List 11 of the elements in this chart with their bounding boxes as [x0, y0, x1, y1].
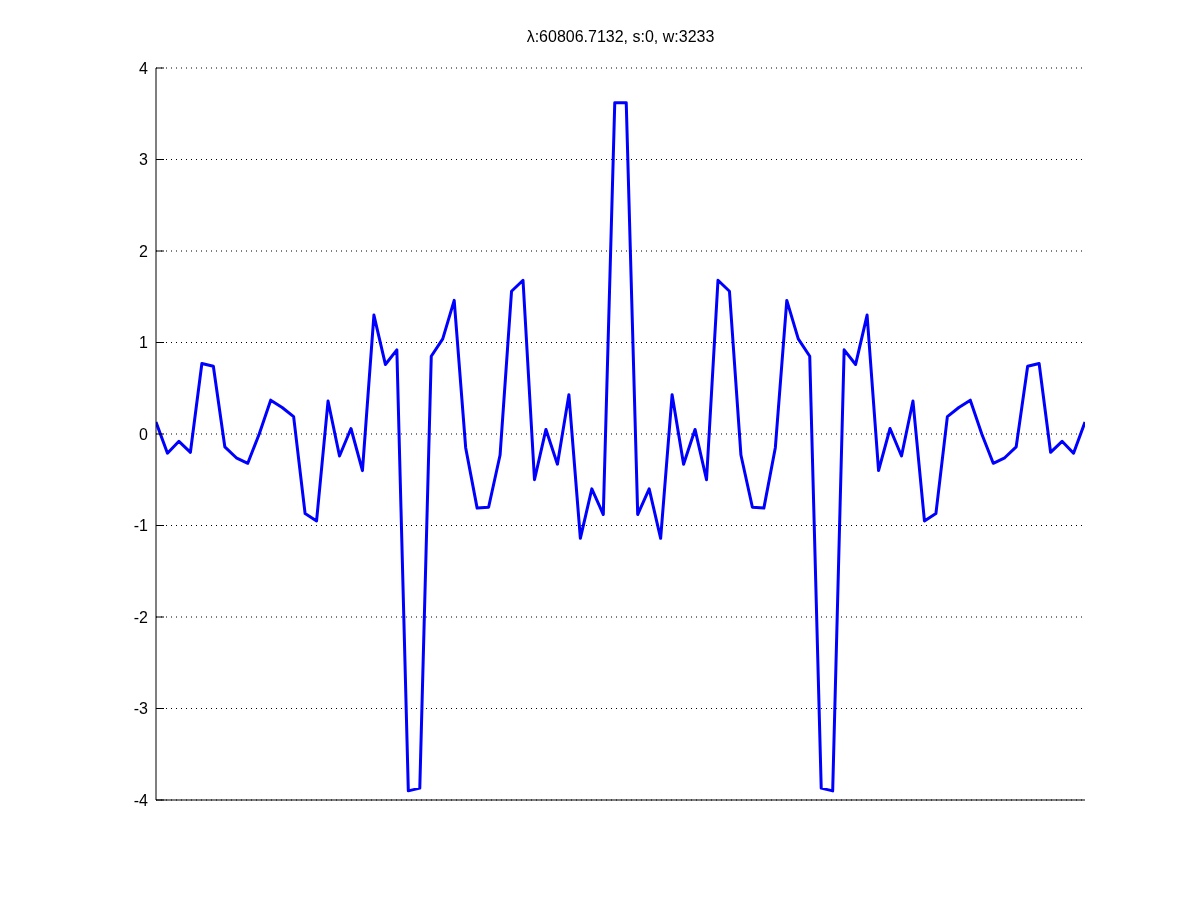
- y-tick-label: 0: [139, 425, 149, 443]
- y-tick-label: 2: [139, 242, 149, 260]
- y-tick-label: -3: [133, 700, 149, 718]
- y-tick-label: -4: [133, 791, 149, 809]
- y-tick-label: 4: [139, 59, 149, 77]
- y-tick-label: -1: [133, 517, 149, 535]
- chart-title: λ:60806.7132, s:0, w:3233: [525, 28, 716, 46]
- line-series: [156, 101, 1085, 793]
- y-tick-label: 1: [139, 334, 149, 352]
- y-tick-label: 3: [139, 151, 149, 169]
- y-tick-label: -2: [133, 608, 149, 626]
